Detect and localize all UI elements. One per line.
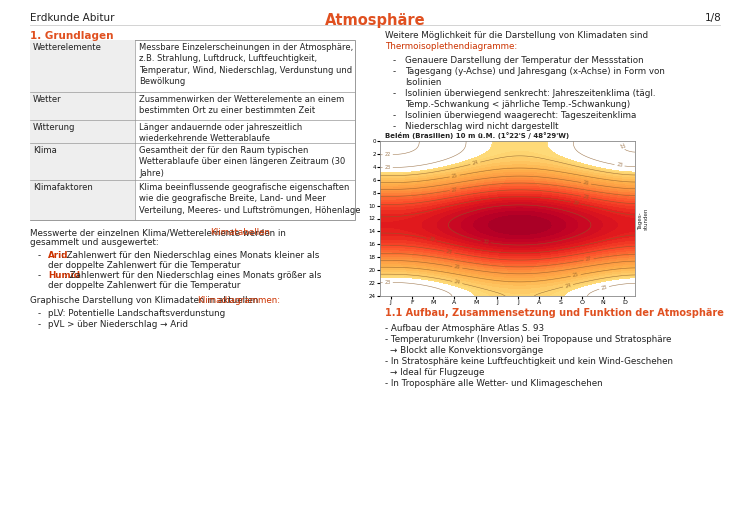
- Text: 24: 24: [565, 282, 572, 289]
- Text: Thermoisoplethendiagramme:: Thermoisoplethendiagramme:: [385, 42, 518, 51]
- Text: Witterung: Witterung: [33, 123, 76, 132]
- Text: Klimatabellen: Klimatabellen: [211, 228, 271, 237]
- Text: -: -: [393, 67, 396, 76]
- Text: Klimadiagrammen:: Klimadiagrammen:: [197, 296, 280, 305]
- Text: Niederschlag wird nicht dargestellt: Niederschlag wird nicht dargestellt: [405, 122, 559, 131]
- Text: Graphische Darstellung von Klimadaten in aktuellen: Graphische Darstellung von Klimadaten in…: [30, 296, 261, 305]
- Text: 29: 29: [572, 200, 579, 206]
- Text: 24: 24: [454, 279, 460, 286]
- Text: Wetterelemente: Wetterelemente: [33, 43, 102, 52]
- Text: - In Troposphäre alle Wetter- und Klimageschehen: - In Troposphäre alle Wetter- und Klimag…: [385, 379, 603, 388]
- Text: 1. Grundlagen: 1. Grundlagen: [30, 31, 113, 41]
- Bar: [30, 40, 135, 92]
- Bar: [30, 120, 135, 143]
- Text: Messwerte der einzelnen Klima/Wetterelemente werden in: Messwerte der einzelnen Klima/Wetterelem…: [30, 228, 289, 237]
- Text: Klima beeinflussende geografische eigenschaften
wie die geografische Breite, Lan: Klima beeinflussende geografische eigens…: [139, 183, 361, 215]
- Text: -: -: [38, 320, 41, 329]
- Text: Isolinien überwiegend senkrecht: Jahreszeitenklima (tägl.: Isolinien überwiegend senkrecht: Jahresz…: [405, 89, 656, 98]
- Bar: [30, 40, 355, 220]
- Text: Länger andauernde oder jahreszeitlich
wiederkehrende Wetterablaufe: Länger andauernde oder jahreszeitlich wi…: [139, 123, 302, 143]
- Text: 27: 27: [452, 187, 458, 193]
- Text: : Zahlenwert für den Niederschlag eines Monats kleiner als: : Zahlenwert für den Niederschlag eines …: [62, 251, 320, 260]
- Bar: [30, 92, 135, 120]
- Text: Tages-
stunden: Tages- stunden: [638, 207, 649, 230]
- Text: 29: 29: [428, 236, 435, 243]
- Text: Erdkunde Abitur: Erdkunde Abitur: [30, 13, 115, 23]
- Text: pLV: Potentielle Landschaftsverdunstung: pLV: Potentielle Landschaftsverdunstung: [48, 309, 225, 318]
- Text: Weitere Möglichkeit für die Darstellung von Klimadaten sind: Weitere Möglichkeit für die Darstellung …: [385, 31, 648, 40]
- Text: Klimafaktoren: Klimafaktoren: [33, 183, 93, 192]
- Text: → Ideal für Flugzeuge: → Ideal für Flugzeuge: [390, 368, 484, 377]
- Text: Isolinien überwiegend waagerecht: Tageszeitenklima: Isolinien überwiegend waagerecht: Tagesz…: [405, 111, 636, 120]
- Text: Genauere Darstellung der Temperatur der Messstation: Genauere Darstellung der Temperatur der …: [405, 56, 644, 65]
- Text: -: -: [393, 56, 396, 65]
- Bar: [30, 143, 135, 180]
- Text: : Zahlenwert für den Niederschlag eines Monats größer als: : Zahlenwert für den Niederschlag eines …: [64, 271, 322, 280]
- Text: der doppelte Zahlenwert für die Temperatur: der doppelte Zahlenwert für die Temperat…: [48, 281, 241, 290]
- Text: -: -: [38, 251, 41, 260]
- Text: 30: 30: [482, 239, 489, 245]
- Text: Tagesgang (y-Achse) und Jahresgang (x-Achse) in Form von: Tagesgang (y-Achse) und Jahresgang (x-Ac…: [405, 67, 664, 76]
- Text: Gesamtheit der für den Raum typischen
Wetterablaufe über einen längeren Zeitraum: Gesamtheit der für den Raum typischen We…: [139, 146, 345, 178]
- Text: -: -: [393, 89, 396, 98]
- Text: 1.1 Aufbau, Zusammensetzung und Funktion der Atmosphäre: 1.1 Aufbau, Zusammensetzung und Funktion…: [385, 308, 724, 318]
- Text: Humid: Humid: [48, 271, 80, 280]
- Text: pVL > über Niederschlag → Arid: pVL > über Niederschlag → Arid: [48, 320, 188, 329]
- Text: gesammelt und ausgewertet:: gesammelt und ausgewertet:: [30, 238, 159, 247]
- Text: -: -: [393, 122, 396, 131]
- Text: -: -: [393, 111, 396, 120]
- Text: Klima: Klima: [33, 146, 57, 155]
- Text: Messbare Einzelerscheinungen in der Atmosphäre,
z.B. Strahlung, Luftdruck, Luftf: Messbare Einzelerscheinungen in der Atmo…: [139, 43, 353, 87]
- Text: 26: 26: [583, 181, 590, 186]
- Text: 23: 23: [385, 280, 391, 285]
- Text: 23: 23: [601, 285, 608, 291]
- Text: 22: 22: [385, 152, 391, 157]
- Text: Arid: Arid: [48, 251, 68, 260]
- Text: 24: 24: [472, 160, 479, 166]
- Text: Zusammenwirken der Wetterelemente an einem
bestimmten Ort zu einer bestimmten Ze: Zusammenwirken der Wetterelemente an ein…: [139, 95, 344, 115]
- Text: 23: 23: [385, 165, 391, 170]
- Text: 26: 26: [454, 264, 460, 270]
- Text: -: -: [38, 309, 41, 318]
- Text: 25: 25: [572, 272, 579, 278]
- Text: 28: 28: [446, 249, 453, 255]
- Text: Belém (Brasilien) 10 m ü.M. (1°22'S / 48°29'W): Belém (Brasilien) 10 m ü.M. (1°22'S / 48…: [385, 132, 569, 139]
- Text: 25: 25: [452, 173, 458, 179]
- Text: Isolinien: Isolinien: [405, 78, 441, 87]
- Text: 22: 22: [617, 142, 625, 150]
- Text: 23: 23: [616, 162, 623, 168]
- Text: 1/8: 1/8: [705, 13, 722, 23]
- Text: Temp.-Schwankung < jährliche Temp.-Schwankung): Temp.-Schwankung < jährliche Temp.-Schwa…: [405, 100, 630, 109]
- Text: 28: 28: [583, 194, 590, 200]
- Bar: [30, 180, 135, 220]
- Text: Atmosphäre: Atmosphäre: [325, 13, 425, 28]
- Text: 27: 27: [585, 256, 592, 262]
- Text: - Aufbau der Atmosphäre Atlas S. 93: - Aufbau der Atmosphäre Atlas S. 93: [385, 324, 544, 333]
- Text: -: -: [38, 271, 41, 280]
- Text: Wetter: Wetter: [33, 95, 62, 104]
- Text: der doppelte Zahlenwert für die Temperatur: der doppelte Zahlenwert für die Temperat…: [48, 261, 241, 270]
- Text: - In Stratosphäre keine Luftfeuchtigkeit und kein Wind-Geschehen: - In Stratosphäre keine Luftfeuchtigkeit…: [385, 357, 673, 366]
- Text: → Blockt alle Konvektionsvorgänge: → Blockt alle Konvektionsvorgänge: [390, 346, 543, 355]
- Text: - Temperaturumkehr (Inversion) bei Tropopause und Stratosphäre: - Temperaturumkehr (Inversion) bei Tropo…: [385, 335, 671, 344]
